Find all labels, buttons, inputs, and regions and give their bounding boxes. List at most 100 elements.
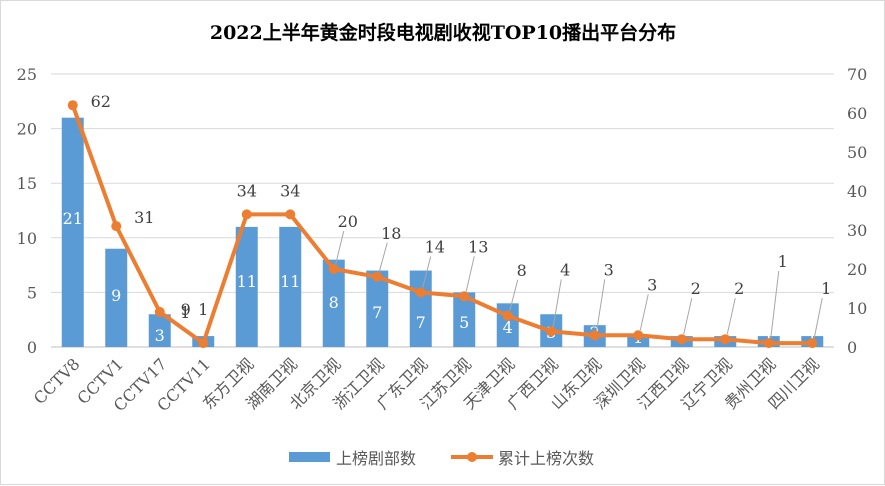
legend-line-label: 累计上榜次数 <box>498 449 594 468</box>
line-value-label: 62 <box>91 92 111 111</box>
line-point <box>546 326 557 337</box>
bar <box>279 226 302 347</box>
bar-value-label: 9 <box>111 286 121 305</box>
right-tick-label: 20 <box>847 260 867 279</box>
label-leader-line <box>683 298 693 335</box>
bar-value-label: 11 <box>237 272 257 291</box>
bar-value-label: 1 <box>180 303 190 322</box>
bar <box>235 226 258 347</box>
label-leader-line <box>639 294 649 331</box>
line-value-label: 3 <box>604 260 614 279</box>
bar-value-label: 7 <box>416 313 426 332</box>
line-path <box>70 103 815 346</box>
bar-value-label: 3 <box>155 326 165 345</box>
bar-value-label: 1 <box>807 328 817 347</box>
bar-value-label: 21 <box>63 209 83 228</box>
line-value-label: 1 <box>778 252 788 271</box>
bar-value-label: 7 <box>372 303 382 322</box>
line-value-label: 4 <box>560 260 570 279</box>
legend-bar-label: 上榜剧部数 <box>336 449 416 468</box>
line-point <box>372 271 383 282</box>
label-leader-line <box>509 279 519 311</box>
line-point <box>154 306 165 317</box>
label-leader-line <box>465 256 475 292</box>
right-tick-label: 50 <box>847 143 867 162</box>
line-value-label: 2 <box>734 279 744 298</box>
legend: 上榜剧部数 累计上榜次数 <box>289 449 594 468</box>
label-leader-line <box>596 279 606 331</box>
line-point <box>241 209 252 220</box>
left-tick-label: 5 <box>27 283 37 302</box>
bar-value-label: 1 <box>764 328 774 347</box>
line-point <box>720 334 731 345</box>
bar-series: 219311111877543211111 <box>61 117 824 348</box>
bar-value-label: 5 <box>459 313 469 332</box>
bar <box>409 270 432 347</box>
line-point <box>67 100 78 111</box>
left-tick-label: 10 <box>17 229 37 248</box>
bar <box>148 314 171 347</box>
right-tick-label: 60 <box>847 104 867 123</box>
left-tick-label: 20 <box>17 120 37 139</box>
bar <box>61 117 84 348</box>
right-tick-label: 10 <box>847 299 867 318</box>
bar <box>453 292 476 347</box>
label-leader-line <box>335 230 345 265</box>
line-value-label: 31 <box>134 208 154 227</box>
legend-bar-swatch <box>289 452 330 462</box>
line-point <box>763 338 774 349</box>
line-point <box>459 291 470 302</box>
line-point <box>807 338 818 349</box>
right-tick-label: 70 <box>847 65 867 84</box>
chart-title: 2022上半年黄金时段电视剧收视TOP10播出平台分布 <box>210 21 676 44</box>
line-value-label: 34 <box>237 181 257 200</box>
label-leader-line <box>422 256 432 288</box>
line-value-label: 13 <box>468 237 488 256</box>
line-value-label: 34 <box>280 181 300 200</box>
category-axis: CCTV8CCTV1CCTV17CCTV11东方卫视湖南卫视北京卫视浙江卫视广东… <box>30 354 823 415</box>
label-leader-line <box>726 298 736 335</box>
line-point <box>502 310 513 321</box>
line-point <box>111 221 122 232</box>
bar <box>627 336 650 347</box>
line-point <box>633 330 644 341</box>
line-point <box>676 334 687 345</box>
line-point <box>198 338 209 349</box>
bar <box>105 248 128 347</box>
line-value-label: 18 <box>381 224 401 243</box>
gridlines <box>51 73 834 348</box>
left-tick-label: 15 <box>17 174 37 193</box>
line-point <box>285 209 296 220</box>
right-tick-label: 0 <box>847 338 857 357</box>
line-point <box>328 264 339 274</box>
right-tick-label: 30 <box>847 221 867 240</box>
line-value-label: 1 <box>198 300 208 319</box>
line-value-label: 14 <box>425 237 445 256</box>
left-axis: 0 5 10 15 20 25 <box>17 65 37 357</box>
left-tick-label: 25 <box>17 65 37 84</box>
label-leader-line <box>770 271 780 339</box>
label-leader-line <box>552 279 562 327</box>
bar <box>366 270 389 347</box>
bar-value-label: 11 <box>280 272 300 291</box>
label-leader-line <box>378 242 388 272</box>
left-tick-label: 0 <box>27 338 37 357</box>
line-value-label: 9 <box>181 300 191 319</box>
line-value-label: 8 <box>517 261 527 280</box>
bar-value-label: 8 <box>329 293 339 312</box>
line-value-label: 3 <box>647 275 657 294</box>
legend-line-marker <box>467 452 477 462</box>
right-axis: 0 10 20 30 40 50 60 70 <box>847 65 867 357</box>
line-point <box>589 330 600 341</box>
line-value-label: 2 <box>691 279 701 298</box>
bar-value-label: 4 <box>503 318 513 337</box>
label-leader-line <box>813 298 823 339</box>
bar <box>322 259 345 347</box>
line-point <box>415 287 426 298</box>
line-value-label: 20 <box>338 212 358 231</box>
right-tick-label: 40 <box>847 182 867 201</box>
line-value-label: 1 <box>821 279 831 298</box>
